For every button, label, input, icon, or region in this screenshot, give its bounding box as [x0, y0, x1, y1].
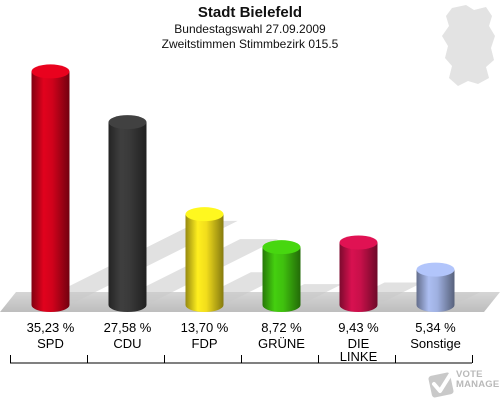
checkmark-ballot-icon — [428, 370, 454, 398]
bar-die-linke — [339, 235, 378, 312]
bar-spd — [31, 64, 70, 312]
category-label: SPD — [14, 337, 88, 350]
chart-subtitle-election: Bundestagswahl 27.09.2009 — [174, 22, 326, 36]
value-label: 35,23 % — [26, 320, 75, 335]
brand-line-1: VOTE — [456, 369, 483, 380]
bar-cdu — [108, 115, 147, 313]
bar-gruene — [262, 240, 301, 312]
bar-top — [108, 115, 147, 130]
category-label: Sonstige — [399, 337, 473, 350]
bar-top — [185, 207, 224, 222]
bar-body — [339, 242, 378, 312]
category-label: GRÜNE — [245, 337, 319, 350]
bar-sonstige — [416, 262, 455, 312]
bar-body — [108, 122, 147, 313]
category-label-line: Sonstige — [410, 336, 461, 351]
bar-top — [262, 240, 301, 255]
chart-subtitle-district: Zweitstimmen Stimmbezirk 015.5 — [161, 37, 339, 51]
category-label-line: SPD — [37, 336, 64, 351]
bar-body — [262, 247, 301, 312]
value-label: 8,72 % — [261, 320, 302, 335]
value-label: 13,70 % — [180, 320, 229, 335]
bar-body — [185, 214, 224, 312]
bar-top — [31, 64, 70, 79]
category-label-line: CDU — [113, 336, 142, 351]
bar-body — [416, 269, 455, 312]
category-label-line: GRÜNE — [258, 336, 305, 351]
category-label: FDP — [168, 337, 242, 350]
value-label: 27,58 % — [103, 320, 152, 335]
germany-map-icon — [442, 5, 495, 86]
chart-title: Stadt Bielefeld — [197, 4, 303, 21]
category-label-line: LINKE — [339, 349, 378, 364]
category-label-line: FDP — [191, 336, 218, 351]
bar-fdp — [185, 207, 224, 312]
brand-line-2: MANAGER — [456, 379, 500, 390]
value-label: 9,43 % — [338, 320, 379, 335]
category-label: DIE LINKE — [322, 337, 396, 363]
vote-manager-logo — [428, 370, 454, 398]
bar-top — [416, 262, 455, 277]
bar-body — [31, 71, 70, 312]
value-label: 5,34 % — [415, 320, 456, 335]
bar-top — [339, 235, 378, 250]
category-label: CDU — [91, 337, 165, 350]
brand-text: VOTE MANAGER — [456, 370, 500, 390]
category-label-line: DIE — [347, 336, 370, 351]
